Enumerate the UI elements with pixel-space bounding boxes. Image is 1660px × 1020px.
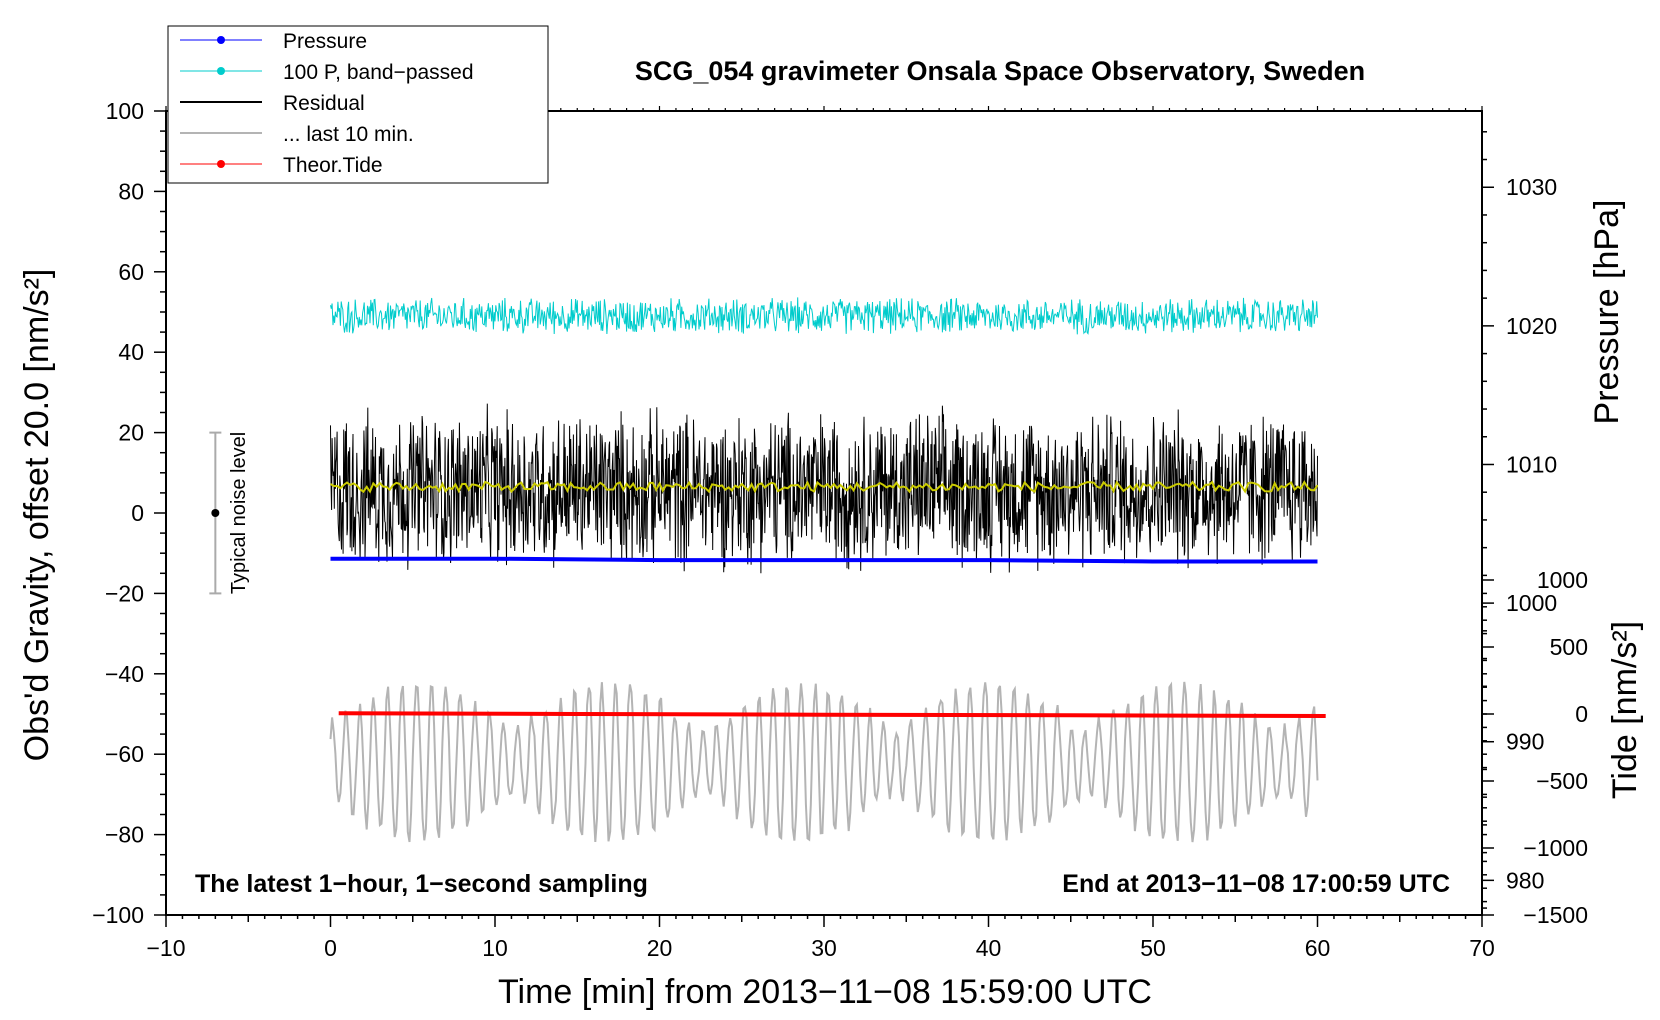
x-tick-label: 0 (324, 935, 337, 961)
legend-label: Theor.Tide (283, 154, 383, 177)
tide-tick-label: 1000 (1537, 567, 1588, 593)
y-axis-label-gravity: Obs'd Gravity, offset 20.0 [nm/s²] (18, 269, 56, 762)
y-tick-label: 20 (118, 420, 144, 446)
y-tick-label: −40 (105, 661, 144, 687)
annotation-sampling: The latest 1−hour, 1−second sampling (195, 870, 648, 898)
legend: Pressure 100 P, band−passed Residual ... la… (167, 25, 549, 184)
series-residual (330, 403, 1318, 574)
legend-label: 100 P, band−passed (283, 61, 474, 84)
y-tick-label: −80 (105, 822, 144, 848)
legend-marker (217, 160, 225, 168)
legend-label: ... last 10 min. (283, 123, 414, 146)
pressure-tick-label: 1030 (1506, 174, 1557, 200)
legend-label: Residual (283, 92, 365, 115)
pressure-tick-label: 990 (1506, 729, 1544, 755)
tick-labels: −10 0 10 20 30 40 50 60 70100806040200−20−40−60−… (92, 98, 1588, 961)
x-tick-label: 70 (1469, 935, 1495, 961)
x-tick-label: 10 (482, 935, 508, 961)
series-residual-smoothed (329, 480, 1319, 494)
series-100-p-band-passed (330, 297, 1318, 335)
x-tick-label: 50 (1140, 935, 1166, 961)
noise-bar-group (209, 431, 222, 595)
x-tick-label: −10 (146, 935, 185, 961)
pressure-tick-label: 1020 (1506, 313, 1557, 339)
x-tick-label: 30 (811, 935, 837, 961)
y-tick-label: 60 (118, 259, 144, 285)
x-tick-label: 40 (976, 935, 1002, 961)
pressure-tick-label: 980 (1506, 867, 1544, 893)
y-tick-label: 0 (131, 500, 144, 526)
tide-tick-label: 0 (1575, 701, 1588, 727)
y-tick-label: 100 (106, 98, 144, 124)
tide-tick-label: −500 (1536, 768, 1588, 794)
legend-box (167, 25, 549, 184)
y-tick-label: −60 (105, 741, 144, 767)
y-axis-label-tide: Tide [nm/s²] (1606, 621, 1644, 799)
y-tick-label: 80 (118, 178, 144, 204)
x-axis-label: Time [min] from 2013−11−08 15:59:00 UTC (498, 973, 1152, 1011)
series-last-10-min (329, 681, 1319, 843)
pressure-tick-label: 1010 (1506, 451, 1557, 477)
series-theor-tide (338, 711, 1326, 718)
noise-level-label: Typical noise level (228, 432, 250, 594)
series-pressure (330, 556, 1318, 564)
legend-marker (217, 36, 225, 44)
pressure-tick-label: 1000 (1506, 590, 1557, 616)
series-layer (329, 297, 1326, 843)
y-axis-label-pressure: Pressure [hPa] (1588, 200, 1626, 425)
annotation-end-time: End at 2013−11−08 17:00:59 UTC (1062, 870, 1450, 898)
x-tick-label: 60 (1305, 935, 1331, 961)
chart-title: SCG_054 gravimeter Onsala Space Observat… (635, 56, 1365, 86)
y-tick-label: 40 (118, 339, 144, 365)
legend-marker (217, 67, 225, 75)
tide-tick-label: −1500 (1523, 902, 1588, 928)
noise-bar-center (211, 509, 220, 517)
tide-tick-label: 500 (1550, 634, 1588, 660)
y-tick-label: −20 (105, 580, 144, 606)
y-tick-label: −100 (92, 902, 144, 928)
tide-tick-label: −1000 (1523, 835, 1588, 861)
x-tick-label: 20 (647, 935, 673, 961)
legend-label: Pressure (283, 30, 367, 53)
